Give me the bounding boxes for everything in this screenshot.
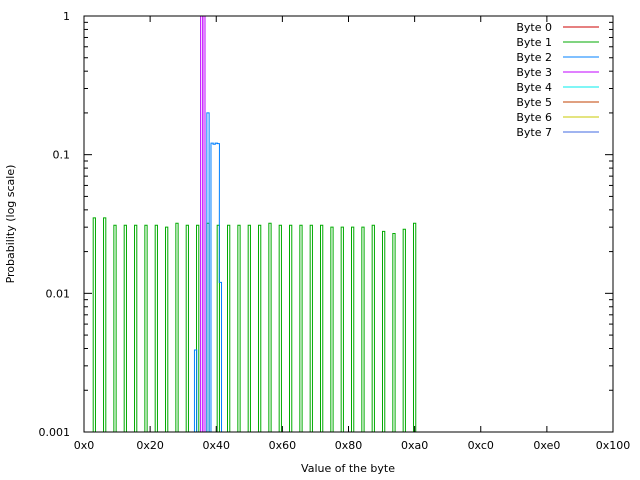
axes: 0x0 0x20 0x40 0x60 0x80 0xa0 0xc0 0xe0 0x100 0.00… [39,10,631,452]
x-tick-label: 0x80 [335,439,363,452]
data-point [196,224,200,432]
data-point [361,226,365,432]
data-point [216,224,220,432]
data-point [123,224,127,432]
x-tick-label: 0x60 [269,439,297,452]
legend-label: Byte 5 [516,96,552,109]
legend-label: Byte 0 [516,21,552,34]
data-point [340,226,344,432]
legend-label: Byte 6 [516,111,552,124]
data-point [185,224,189,432]
x-tick-label: 0x0 [74,439,95,452]
data-point [247,224,251,432]
x-axis-label: Value of the byte [301,462,395,475]
x-tick-label: 0x20 [136,439,164,452]
series-byte-3 [200,15,206,432]
data-point [144,224,148,432]
legend-label: Byte 4 [516,81,552,94]
y-axis-label: Probability (log scale) [4,165,17,284]
data-point [154,224,158,432]
data-point [237,224,241,432]
data-point [309,224,313,432]
x-tick-label: 0xe0 [533,439,560,452]
data-point [165,226,169,432]
data-point [412,222,417,432]
data-point [381,230,386,432]
data-point [330,226,334,432]
data-point [402,228,406,432]
data-point [227,224,231,432]
plot-layer [92,15,417,433]
legend-label: Byte 2 [516,51,552,64]
legend: Byte 0 Byte 1 Byte 2 Byte 3 Byte 4 Byte 5 Byte… [516,21,599,139]
x-tick-label: 0xc0 [468,439,494,452]
data-point [320,224,324,432]
series-byte-1 [92,217,417,432]
data-point [350,226,355,432]
legend-label: Byte 3 [516,66,552,79]
data-point [175,222,179,432]
legend-label: Byte 1 [516,36,552,49]
x-tick-label: 0x40 [202,439,230,452]
data-point [289,224,293,432]
y-tick-label: 0.1 [53,149,71,162]
x-tick-label: 0x100 [596,439,631,452]
x-tick-label: 0xa0 [401,439,428,452]
data-point [113,224,117,432]
data-point [392,233,396,432]
y-tick-label: 1 [63,10,70,23]
data-point [92,217,96,432]
data-point [202,15,206,432]
data-point [299,224,303,432]
data-point [278,224,282,432]
data-point [103,217,107,432]
y-tick-label: 0.01 [46,287,71,300]
y-tick-label: 0.001 [39,426,71,439]
data-point [134,224,138,432]
legend-label: Byte 7 [516,126,552,139]
data-point [371,224,375,432]
data-point [258,224,262,432]
data-point [268,222,272,432]
